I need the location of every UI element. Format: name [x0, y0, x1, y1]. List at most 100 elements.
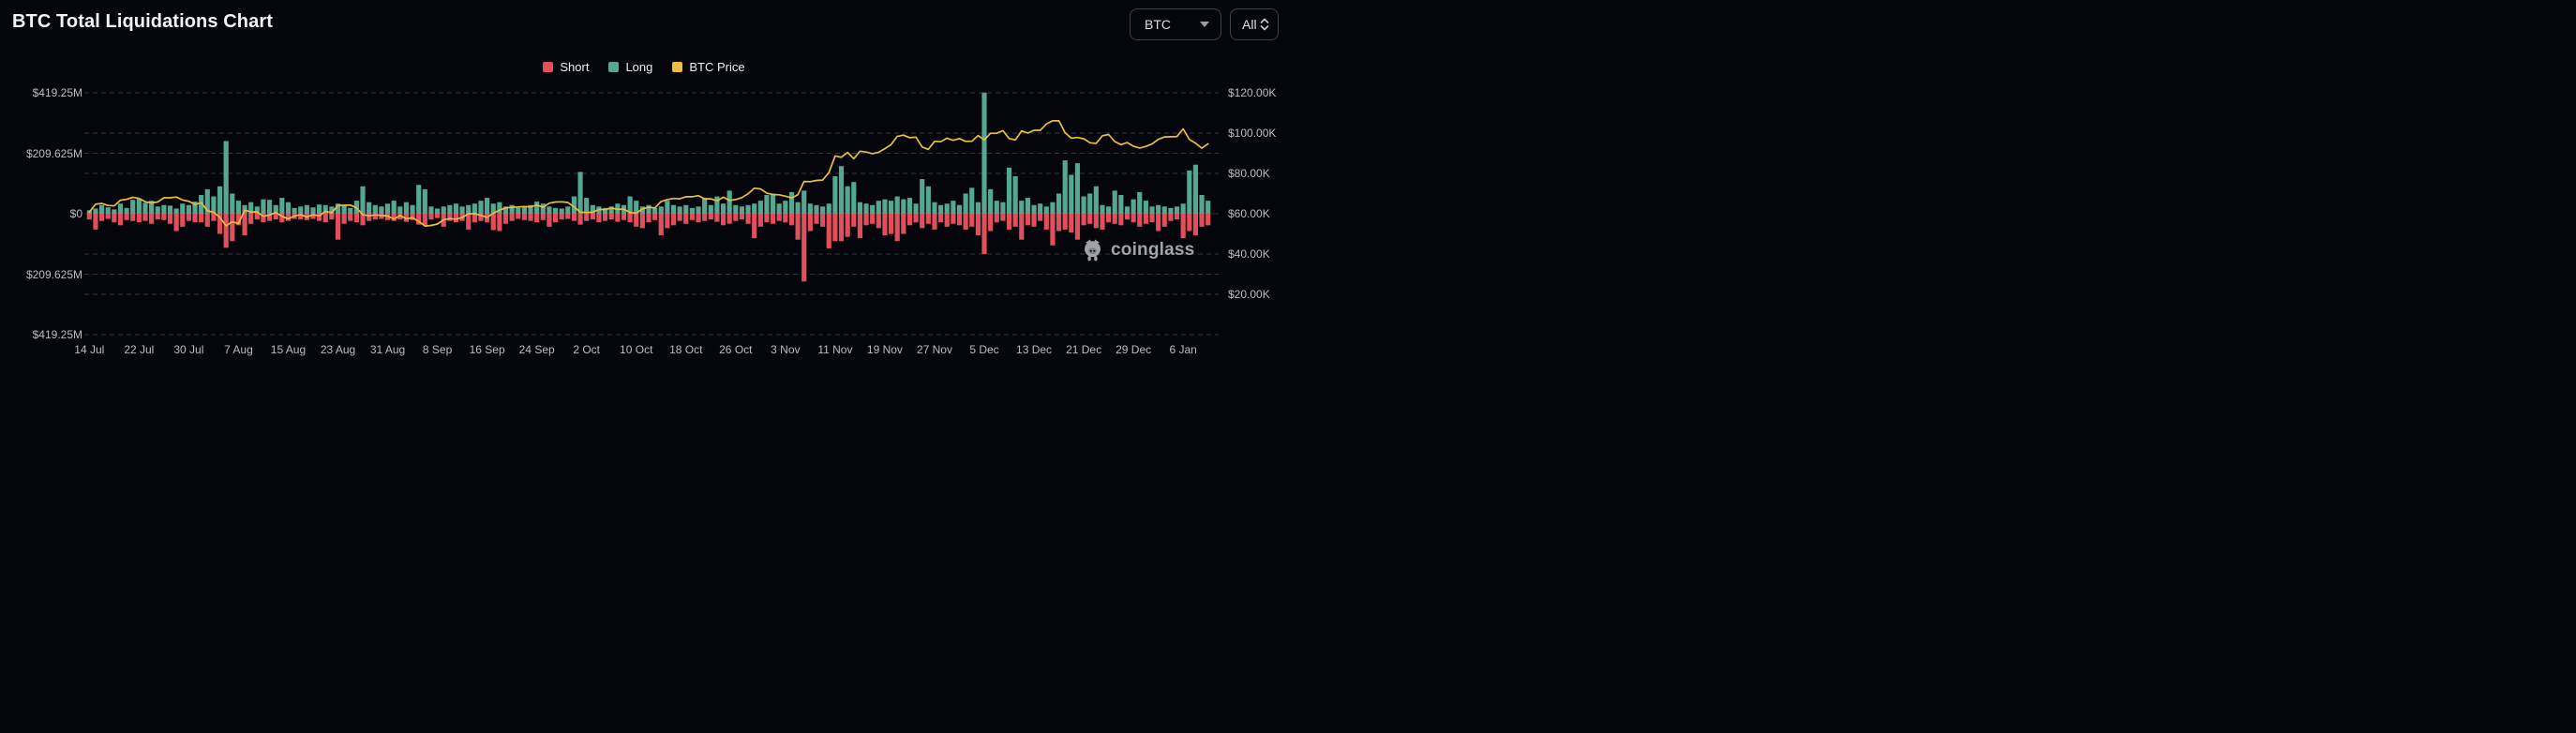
- long-bar: [341, 205, 347, 214]
- short-bar: [279, 214, 285, 223]
- short-bar: [124, 214, 129, 220]
- short-bar: [242, 214, 247, 236]
- legend-item-short[interactable]: Short: [543, 60, 589, 74]
- x-axis-tick-label: 23 Aug: [320, 343, 356, 356]
- x-axis-tick-label: 21 Dec: [1066, 343, 1102, 356]
- long-bar: [279, 198, 285, 214]
- short-bar: [173, 214, 179, 232]
- short-bar: [261, 214, 266, 223]
- long-bar: [317, 204, 322, 214]
- short-bar: [466, 214, 472, 230]
- long-bar: [807, 203, 813, 214]
- long-bar: [199, 195, 204, 214]
- chart-legend: Short Long BTC Price: [0, 60, 1288, 74]
- x-axis-tick-label: 26 Oct: [719, 343, 753, 356]
- short-bar: [199, 214, 204, 223]
- x-axis-tick-label: 31 Aug: [369, 343, 406, 356]
- range-select[interactable]: All: [1230, 8, 1279, 40]
- long-bar: [857, 202, 862, 214]
- short-bar: [665, 214, 670, 229]
- y-axis-right-tick-label: $80.00K: [1228, 167, 1270, 180]
- short-bar: [807, 214, 813, 232]
- long-bar: [435, 208, 441, 214]
- y-axis-right-tick-label: $60.00K: [1228, 207, 1270, 220]
- long-bar: [1081, 196, 1086, 214]
- long-bar: [348, 207, 353, 214]
- long-bar: [634, 201, 639, 214]
- long-bar: [509, 204, 515, 214]
- short-bar: [975, 214, 981, 236]
- short-bar: [204, 214, 210, 227]
- long-bar: [801, 190, 807, 214]
- long-bar: [863, 203, 869, 214]
- short-bar: [435, 214, 441, 218]
- short-bar: [155, 214, 160, 220]
- short-bar: [149, 214, 155, 224]
- long-bar: [192, 202, 198, 214]
- long-bar: [98, 204, 105, 214]
- long-bar: [298, 206, 304, 214]
- long-bar: [273, 204, 278, 214]
- short-bar: [615, 214, 621, 222]
- x-axis-tick-label: 3 Nov: [771, 343, 801, 356]
- long-bars-series[interactable]: [86, 92, 1211, 215]
- long-bar: [876, 201, 881, 214]
- long-bar: [136, 199, 142, 214]
- short-bar: [117, 214, 124, 226]
- short-bar: [490, 214, 496, 231]
- long-bar: [180, 203, 186, 214]
- long-bar: [521, 206, 527, 214]
- short-bar: [801, 214, 807, 282]
- long-bar: [1192, 164, 1199, 214]
- long-bar: [608, 206, 614, 214]
- symbol-select[interactable]: BTC: [1130, 8, 1221, 40]
- long-bar: [739, 206, 745, 214]
- long-bar: [925, 186, 931, 214]
- legend-item-long[interactable]: Long: [608, 60, 652, 74]
- short-bar: [360, 214, 366, 226]
- btc-price-line: [88, 120, 1209, 227]
- long-bar: [248, 202, 254, 214]
- short-bar: [223, 214, 229, 248]
- short-bar: [521, 214, 527, 220]
- short-bar: [136, 214, 142, 223]
- short-bar: [428, 214, 434, 220]
- long-bar: [559, 208, 564, 214]
- y-axis-left-tick-label: $209.625M: [25, 267, 82, 281]
- short-bar: [547, 214, 552, 227]
- short-bar: [745, 214, 751, 224]
- short-bar: [944, 214, 950, 227]
- legend-item-btc-price[interactable]: BTC Price: [672, 60, 745, 74]
- short-bar: [322, 214, 328, 223]
- short-bar: [86, 214, 92, 220]
- short-bar: [528, 214, 533, 221]
- short-bar: [696, 214, 701, 223]
- long-bar: [565, 206, 571, 214]
- long-bar: [956, 204, 963, 214]
- long-bar: [230, 193, 235, 214]
- short-bar: [683, 214, 689, 224]
- long-bar: [1000, 202, 1006, 214]
- long-bar: [1087, 193, 1093, 214]
- liquidations-chart-canvas[interactable]: [0, 0, 1288, 366]
- short-bar: [540, 214, 546, 220]
- short-bar: [689, 214, 695, 220]
- short-bar: [1106, 214, 1112, 223]
- short-bar: [329, 214, 335, 220]
- short-bar: [658, 214, 664, 236]
- short-bar: [93, 214, 98, 230]
- short-bar: [988, 214, 994, 232]
- coinglass-watermark: coinglass: [1080, 237, 1194, 262]
- long-bar: [211, 196, 217, 214]
- long-bar: [1149, 206, 1155, 214]
- long-bar: [906, 198, 913, 214]
- short-bar: [913, 214, 919, 223]
- short-bars-series[interactable]: [86, 214, 1211, 282]
- long-bar: [497, 202, 502, 214]
- short-bar: [920, 214, 925, 229]
- short-bar: [795, 214, 801, 240]
- short-bar: [1087, 214, 1093, 224]
- long-bar: [490, 203, 496, 214]
- short-bar: [708, 214, 713, 220]
- long-bar: [117, 203, 124, 214]
